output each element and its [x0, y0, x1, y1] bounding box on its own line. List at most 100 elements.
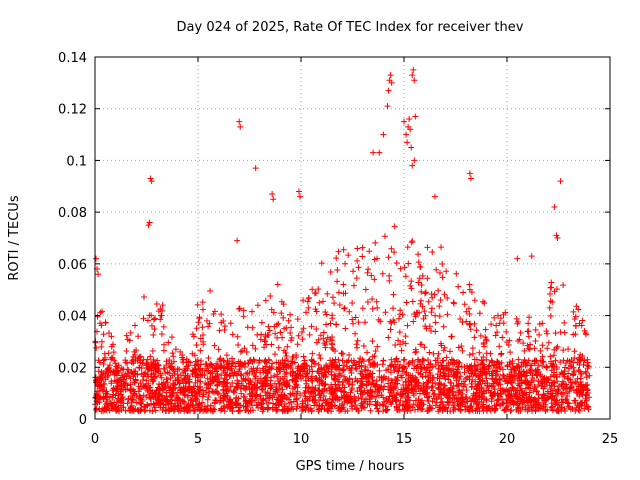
data-point — [126, 372, 133, 379]
data-point — [570, 308, 577, 315]
data-point — [417, 300, 424, 307]
data-point — [199, 299, 206, 306]
data-point — [265, 399, 272, 406]
data-point — [170, 380, 177, 387]
data-point — [439, 261, 446, 268]
data-point — [122, 386, 129, 393]
data-point — [427, 376, 434, 383]
data-point — [408, 278, 415, 285]
data-point — [383, 403, 390, 410]
data-point — [526, 346, 533, 353]
data-point — [384, 103, 391, 110]
data-point — [280, 301, 287, 308]
data-point — [531, 358, 538, 365]
data-point — [505, 378, 512, 385]
data-point — [252, 373, 259, 380]
data-point — [237, 385, 244, 392]
data-point — [421, 308, 428, 315]
data-point — [558, 404, 565, 411]
data-point — [341, 305, 348, 312]
data-point — [220, 395, 227, 402]
data-point — [423, 389, 430, 396]
data-point — [497, 315, 504, 322]
data-point — [391, 367, 398, 374]
data-point — [150, 370, 157, 377]
data-point — [388, 320, 395, 327]
data-point — [515, 356, 522, 363]
data-point — [564, 357, 571, 364]
data-point — [152, 393, 159, 400]
data-point — [434, 375, 441, 382]
data-point — [375, 316, 382, 323]
data-point — [559, 391, 566, 398]
data-point — [567, 406, 574, 413]
data-point — [405, 260, 412, 267]
data-point — [480, 395, 487, 402]
data-point — [449, 388, 456, 395]
data-point — [322, 344, 329, 351]
data-point — [279, 386, 286, 393]
data-point — [349, 385, 356, 392]
data-point — [553, 345, 560, 352]
data-point — [262, 297, 269, 304]
plot-border — [94, 56, 611, 420]
data-point — [221, 323, 228, 330]
data-point — [411, 157, 418, 164]
data-point — [362, 286, 369, 293]
data-point — [511, 366, 518, 373]
data-point — [540, 385, 547, 392]
data-point — [347, 389, 354, 396]
data-point — [238, 390, 245, 397]
data-point — [268, 341, 275, 348]
data-point — [471, 334, 478, 341]
data-point — [515, 362, 522, 369]
data-point — [305, 385, 312, 392]
data-point — [528, 362, 535, 369]
data-point — [152, 365, 159, 372]
data-point — [158, 381, 165, 388]
data-point — [203, 367, 210, 374]
data-point — [503, 339, 510, 346]
data-point — [304, 298, 311, 305]
data-point — [424, 357, 431, 364]
data-point — [386, 277, 393, 284]
data-point — [502, 309, 509, 316]
data-point — [438, 363, 445, 370]
data-point — [182, 380, 189, 387]
data-point — [192, 379, 199, 386]
data-point — [319, 402, 326, 409]
data-point — [102, 354, 109, 361]
data-point — [554, 407, 561, 414]
data-point — [329, 312, 336, 319]
data-point — [372, 384, 379, 391]
data-point — [361, 366, 368, 373]
data-point — [576, 368, 583, 375]
data-point — [287, 358, 294, 365]
data-point — [452, 392, 459, 399]
data-point — [145, 222, 152, 229]
data-point — [336, 385, 343, 392]
data-point — [233, 372, 240, 379]
data-point — [455, 405, 462, 412]
data-point — [242, 407, 249, 414]
data-point — [352, 330, 359, 337]
data-point — [138, 365, 145, 372]
data-point — [461, 369, 468, 376]
data-point — [249, 342, 256, 349]
data-point — [196, 389, 203, 396]
data-point — [308, 363, 315, 370]
data-point — [526, 379, 533, 386]
data-point — [385, 366, 392, 373]
data-point — [136, 353, 143, 360]
data-point — [424, 394, 431, 401]
data-point — [287, 390, 294, 397]
data-point — [396, 401, 403, 408]
data-point — [508, 379, 515, 386]
data-point — [441, 291, 448, 298]
data-point — [432, 312, 439, 319]
data-point — [450, 300, 457, 307]
data-point — [94, 313, 101, 320]
data-point — [280, 314, 287, 321]
data-point — [454, 369, 461, 376]
data-point — [575, 367, 582, 374]
